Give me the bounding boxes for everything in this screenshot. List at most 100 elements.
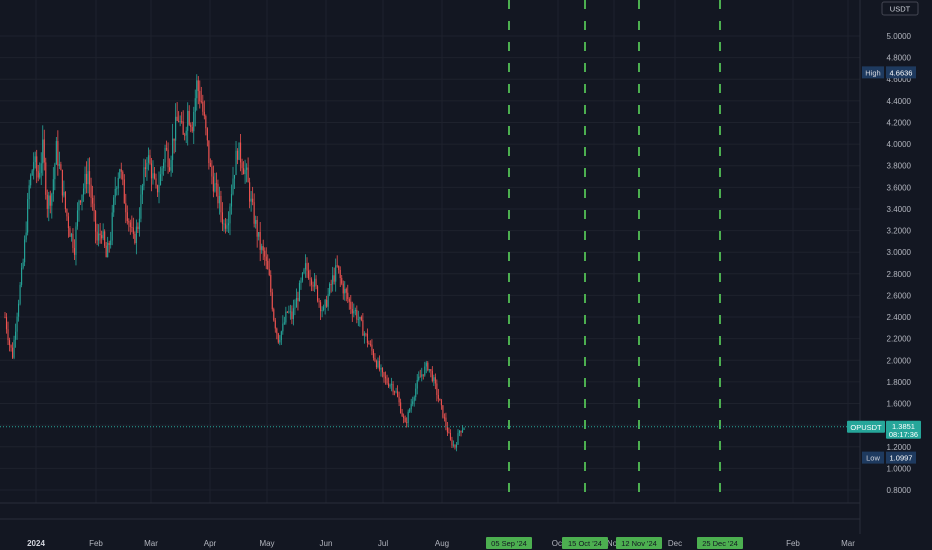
candle[interactable] bbox=[243, 161, 245, 175]
candle[interactable] bbox=[360, 315, 362, 322]
candle[interactable] bbox=[443, 413, 445, 422]
candle[interactable] bbox=[333, 267, 335, 285]
candle[interactable] bbox=[274, 317, 276, 333]
candle[interactable] bbox=[70, 232, 72, 242]
candle[interactable] bbox=[330, 279, 332, 293]
currency-box[interactable] bbox=[881, 1, 919, 16]
candle[interactable] bbox=[107, 236, 109, 258]
candle[interactable] bbox=[164, 144, 166, 171]
candle[interactable] bbox=[320, 300, 322, 320]
candle[interactable] bbox=[102, 223, 104, 241]
candle[interactable] bbox=[448, 427, 450, 434]
candle[interactable] bbox=[101, 230, 103, 244]
candle[interactable] bbox=[369, 340, 371, 347]
candle[interactable] bbox=[25, 221, 27, 243]
candle[interactable] bbox=[22, 258, 24, 270]
candle[interactable] bbox=[155, 173, 157, 189]
candle[interactable] bbox=[307, 262, 310, 280]
candle[interactable] bbox=[406, 417, 408, 428]
candle[interactable] bbox=[87, 158, 89, 194]
candle[interactable] bbox=[191, 121, 193, 133]
candle[interactable] bbox=[353, 303, 355, 318]
candle[interactable] bbox=[141, 183, 143, 204]
candle[interactable] bbox=[312, 281, 314, 291]
candle[interactable] bbox=[253, 193, 255, 228]
candle[interactable] bbox=[52, 167, 54, 202]
candle[interactable] bbox=[10, 344, 12, 352]
candle[interactable] bbox=[419, 369, 421, 378]
candle[interactable] bbox=[96, 223, 98, 246]
candle[interactable] bbox=[351, 301, 353, 322]
candle[interactable] bbox=[119, 168, 121, 179]
candle[interactable] bbox=[137, 222, 139, 234]
candle[interactable] bbox=[410, 398, 412, 413]
candle[interactable] bbox=[152, 160, 154, 185]
candle[interactable] bbox=[291, 305, 293, 325]
candle[interactable] bbox=[211, 160, 213, 185]
candle[interactable] bbox=[200, 86, 202, 104]
candle[interactable] bbox=[120, 162, 122, 180]
candle[interactable] bbox=[122, 170, 124, 186]
candle[interactable] bbox=[300, 277, 302, 290]
candle[interactable] bbox=[182, 110, 184, 135]
candle[interactable] bbox=[365, 332, 367, 337]
candle[interactable] bbox=[345, 287, 347, 302]
candle[interactable] bbox=[229, 203, 231, 236]
candle[interactable] bbox=[172, 123, 174, 173]
candle[interactable] bbox=[43, 129, 45, 171]
candle[interactable] bbox=[42, 125, 44, 176]
candle[interactable] bbox=[143, 158, 145, 191]
candle[interactable] bbox=[298, 280, 300, 302]
candle[interactable] bbox=[117, 172, 119, 196]
candle[interactable] bbox=[161, 166, 163, 182]
candle[interactable] bbox=[350, 294, 352, 315]
candle[interactable] bbox=[104, 229, 106, 249]
candle[interactable] bbox=[273, 307, 275, 322]
candle[interactable] bbox=[98, 224, 100, 247]
candle[interactable] bbox=[280, 330, 282, 345]
candle[interactable] bbox=[167, 142, 169, 174]
candle[interactable] bbox=[40, 152, 42, 186]
candle[interactable] bbox=[304, 254, 307, 278]
candle[interactable] bbox=[434, 373, 436, 390]
candle[interactable] bbox=[255, 215, 257, 229]
candle[interactable] bbox=[33, 152, 35, 180]
candle[interactable] bbox=[324, 299, 326, 315]
candle[interactable] bbox=[321, 306, 323, 318]
candle[interactable] bbox=[404, 415, 406, 423]
candle[interactable] bbox=[45, 157, 47, 200]
candle[interactable] bbox=[451, 436, 453, 448]
candle[interactable] bbox=[439, 398, 441, 401]
candle[interactable] bbox=[51, 192, 53, 219]
candle[interactable] bbox=[332, 266, 334, 292]
candle[interactable] bbox=[46, 189, 48, 218]
candle[interactable] bbox=[415, 383, 417, 401]
candle[interactable] bbox=[202, 94, 204, 116]
candle[interactable] bbox=[36, 149, 38, 184]
candle[interactable] bbox=[314, 272, 316, 292]
candle[interactable] bbox=[378, 355, 381, 372]
candle[interactable] bbox=[116, 186, 118, 196]
candle[interactable] bbox=[261, 243, 263, 254]
candle[interactable] bbox=[283, 316, 285, 325]
candle[interactable] bbox=[55, 137, 57, 165]
candle[interactable] bbox=[277, 332, 279, 344]
candle[interactable] bbox=[209, 158, 211, 167]
candle[interactable] bbox=[445, 412, 447, 431]
candle[interactable] bbox=[179, 115, 181, 127]
candle[interactable] bbox=[267, 254, 269, 270]
candle[interactable] bbox=[135, 219, 137, 255]
candle[interactable] bbox=[436, 379, 438, 402]
candle[interactable] bbox=[238, 142, 240, 161]
candle[interactable] bbox=[166, 140, 168, 152]
candle[interactable] bbox=[203, 100, 205, 120]
candle[interactable] bbox=[240, 133, 242, 172]
candle[interactable] bbox=[424, 361, 426, 377]
candle[interactable] bbox=[301, 271, 304, 283]
candle[interactable] bbox=[425, 360, 427, 374]
time-axis[interactable]: 2024 Feb Mar Apr May Jun Jul Aug Oct Nov Dec Feb Mar bbox=[27, 539, 855, 548]
candle[interactable] bbox=[49, 190, 51, 214]
candle[interactable] bbox=[371, 339, 373, 356]
candle[interactable] bbox=[140, 185, 142, 223]
